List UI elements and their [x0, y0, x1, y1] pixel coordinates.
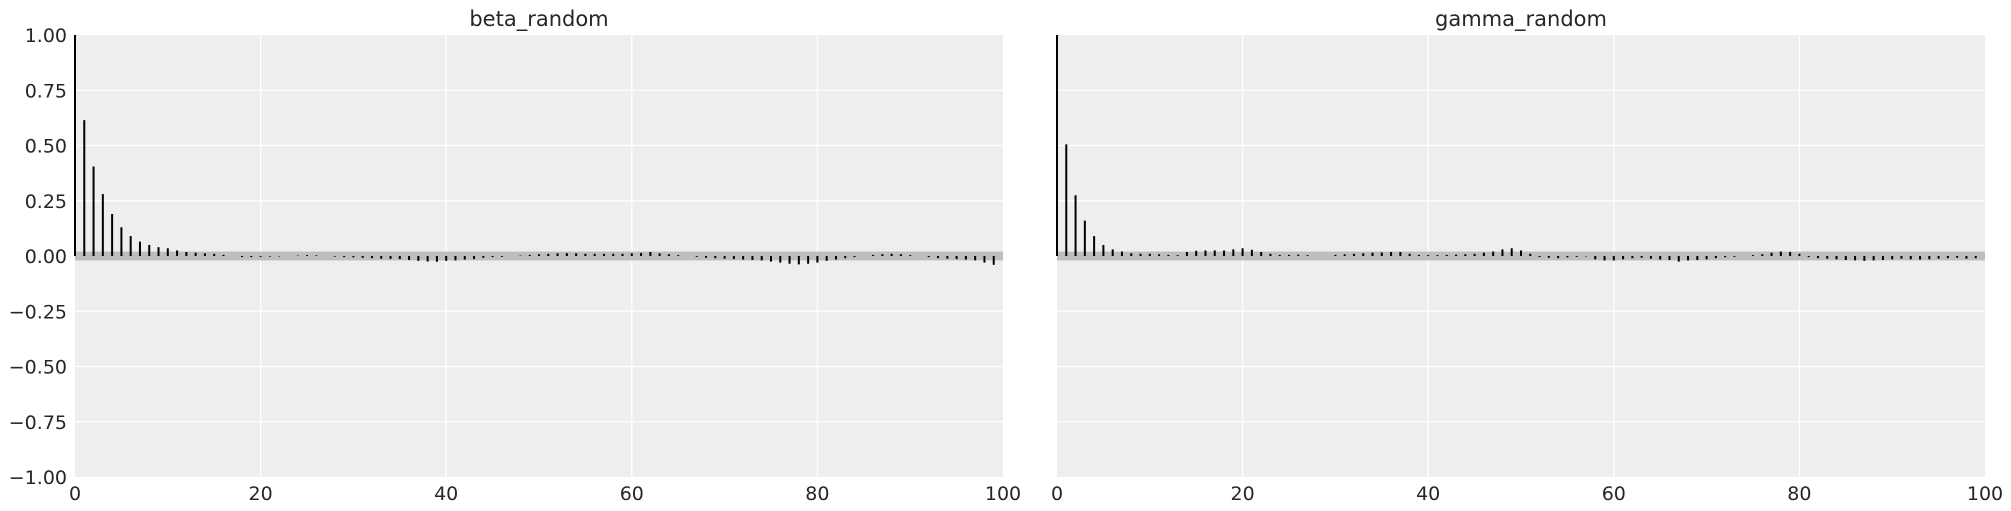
y-tick-label: 0.75	[25, 80, 67, 102]
y-tick-label: −1.00	[9, 467, 67, 489]
x-tick-label: 20	[1231, 483, 1255, 505]
x-tick-label: 100	[985, 483, 1021, 505]
x-tick-labels: 0 20 40 60 80 100	[1051, 483, 2003, 505]
y-tick-label: −0.75	[9, 412, 67, 434]
x-tick-label: 60	[620, 483, 644, 505]
acf-bars	[1056, 35, 1977, 262]
panel-title: beta_random	[469, 7, 608, 32]
y-tick-label: −0.50	[9, 357, 67, 379]
panel-beta-random: 1.00 0.75 0.50 0.25 0.00 −0.25 −0.50 −0.75 −1.00…	[9, 7, 1021, 505]
x-tick-label: 100	[1967, 483, 2003, 505]
y-tick-label: −0.25	[9, 301, 67, 323]
y-tick-labels: 1.00 0.75 0.50 0.25 0.00 −0.25 −0.50 −0.75 −1.00	[9, 25, 67, 489]
y-tick-label: 0.25	[25, 191, 67, 213]
panel-title: gamma_random	[1435, 7, 1607, 32]
x-tick-label: 80	[1787, 483, 1811, 505]
y-tick-label: 0.50	[25, 136, 67, 158]
x-tick-label: 40	[434, 483, 458, 505]
x-tick-label: 0	[69, 483, 81, 505]
x-tick-label: 80	[805, 483, 829, 505]
panel-gamma-random: 0 20 40 60 80 100 gamma_random	[1051, 7, 2003, 505]
x-tick-labels: 0 20 40 60 80 100	[69, 483, 1021, 505]
y-tick-label: 1.00	[25, 25, 67, 47]
x-tick-label: 40	[1416, 483, 1440, 505]
x-tick-label: 0	[1051, 483, 1063, 505]
x-tick-label: 60	[1602, 483, 1626, 505]
acf-bars	[74, 35, 995, 265]
x-tick-label: 20	[249, 483, 273, 505]
y-tick-label: 0.00	[25, 246, 67, 268]
